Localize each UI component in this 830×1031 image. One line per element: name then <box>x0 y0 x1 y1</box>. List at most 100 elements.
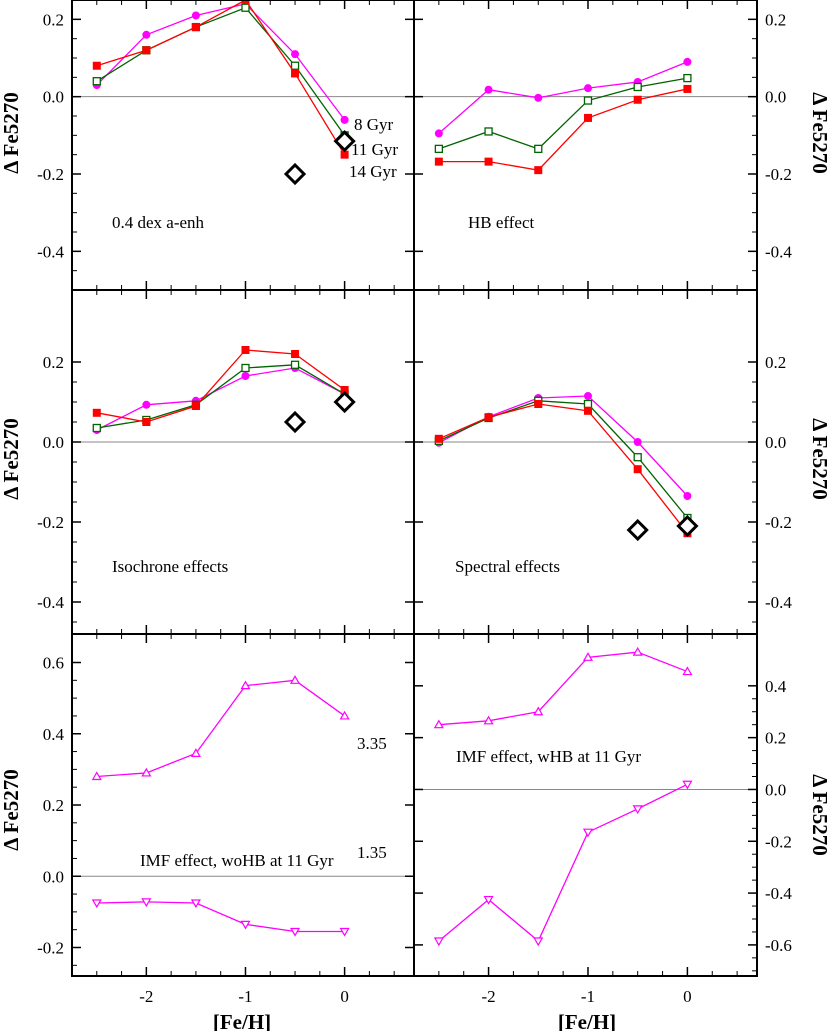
x-tick-label: -2 <box>139 987 153 1006</box>
data-point <box>583 113 592 122</box>
series-11gyr <box>434 73 692 154</box>
data-point <box>583 406 592 415</box>
panel-annotation: IMF effect, woHB at 11 Gyr <box>140 851 334 870</box>
data-point <box>191 11 200 20</box>
series-imf-1 <box>91 898 350 937</box>
series-11gyr <box>92 360 349 433</box>
data-point <box>534 93 543 102</box>
y-tick-label: -0.4 <box>37 593 64 612</box>
data-point <box>241 372 250 380</box>
y-tick-label: 0.0 <box>765 780 786 799</box>
y-tick-label: -0.6 <box>765 936 792 955</box>
data-point <box>683 84 692 93</box>
panel-annotation: HB effect <box>468 213 535 232</box>
panel-middle-left: 0.2 0.0 -0.2 -0.4 Isochrone effects <box>37 290 414 634</box>
x-tick-label: -2 <box>481 987 495 1006</box>
data-point <box>340 150 349 159</box>
y-tick-label: 0.0 <box>43 88 64 107</box>
data-point <box>290 61 300 70</box>
data-point <box>141 767 152 777</box>
data-point <box>633 82 642 92</box>
y-tick-label: 0.6 <box>43 654 64 673</box>
data-point <box>92 408 101 417</box>
series-line <box>96 349 345 423</box>
y-tick-label: 0.0 <box>43 867 64 886</box>
data-point <box>142 46 151 55</box>
y-tick-label: -0.2 <box>765 513 792 532</box>
data-point <box>683 57 692 66</box>
observed-point <box>283 162 307 186</box>
series-line <box>96 3 346 121</box>
data-point <box>632 646 643 656</box>
imf-label: 3.35 <box>357 734 387 753</box>
y-tick-label: 0.2 <box>43 796 64 815</box>
observed-point <box>283 410 307 434</box>
axis-labels-layer: [Fe/H] [Fe/H] Δ Fe5270 Δ Fe5270 Δ Fe5270… <box>0 92 830 1031</box>
data-point <box>142 418 151 426</box>
series-8gyr <box>434 57 692 138</box>
data-point <box>291 50 300 59</box>
data-point <box>291 69 300 78</box>
series-line <box>96 364 345 429</box>
y-tick-label: 0.0 <box>765 88 786 107</box>
data-point <box>190 899 201 909</box>
y-tick-label: 0.2 <box>43 10 64 29</box>
panel-middle-right: 0.2 0.0 -0.2 -0.4 Spectral effects <box>414 290 792 634</box>
series-14gyr <box>92 346 349 426</box>
x-axis-title-left: [Fe/H] <box>213 1010 271 1031</box>
x-tick-label: -1 <box>581 987 595 1006</box>
x-tick-label: -1 <box>238 987 252 1006</box>
y-tick-label: -0.4 <box>765 242 792 261</box>
series-line <box>438 400 688 519</box>
y-tick-label: 0.4 <box>43 725 65 744</box>
data-point <box>241 363 250 373</box>
data-point <box>484 157 493 166</box>
panel-top-right: 0.2 0.0 -0.2 -0.4 HB effect <box>414 0 792 290</box>
data-point <box>583 399 593 409</box>
data-point <box>633 453 642 462</box>
series-line <box>96 901 345 933</box>
series-11gyr <box>434 396 692 523</box>
data-point <box>484 127 493 136</box>
y-axis-title-right-bottom: Δ Fe5270 <box>808 774 830 855</box>
series-line <box>438 61 688 134</box>
data-point <box>92 77 101 86</box>
y-tick-label: -0.4 <box>37 242 64 261</box>
series-line <box>438 395 688 497</box>
data-point <box>583 392 592 400</box>
data-point <box>484 413 493 422</box>
series-14gyr <box>434 400 692 538</box>
observed-point <box>626 518 649 542</box>
data-point <box>142 400 151 409</box>
age-label: 11 Gyr <box>351 140 398 159</box>
panels-layer: 0.2 0.0 -0.2 -0.4 0.4 dex a-enh 8 Gyr 11 Gyr 14… <box>37 0 792 1006</box>
series-imf-0 <box>91 675 350 781</box>
y-tick-label: -0.4 <box>765 593 792 612</box>
y-axis-title-right-middle: Δ Fe5270 <box>808 418 830 499</box>
data-point <box>434 157 443 166</box>
data-point <box>682 780 693 790</box>
series-line <box>438 651 688 726</box>
series-line <box>96 679 345 778</box>
series-imf-1 <box>433 780 693 947</box>
y-tick-label: 0.0 <box>765 433 786 452</box>
data-point <box>534 400 543 408</box>
panel-bottom-right: 0.4 0.2 0.0 -0.2 -0.4 -0.6 -2 -1 0 IMF effect, wH… <box>414 634 792 1006</box>
panel-top-left: 0.2 0.0 -0.2 -0.4 0.4 dex a-enh 8 Gyr 11 Gyr 14… <box>37 0 414 290</box>
data-point <box>142 30 151 39</box>
series-14gyr <box>92 0 349 159</box>
data-point <box>339 710 350 720</box>
series-14gyr <box>434 84 692 175</box>
y-tick-label: -0.2 <box>37 513 64 532</box>
data-point <box>240 920 251 930</box>
data-point <box>240 680 251 690</box>
panel-bottom-left: 0.6 0.4 0.2 0.0 -0.2 -2 -1 0 IMF effect, woHB at… <box>37 634 414 1006</box>
data-point <box>141 898 152 908</box>
data-point <box>241 0 250 4</box>
observed-point <box>676 514 699 538</box>
data-point <box>340 115 349 124</box>
y-tick-label: -0.2 <box>37 939 64 958</box>
data-point <box>683 73 692 83</box>
data-point <box>434 144 444 154</box>
